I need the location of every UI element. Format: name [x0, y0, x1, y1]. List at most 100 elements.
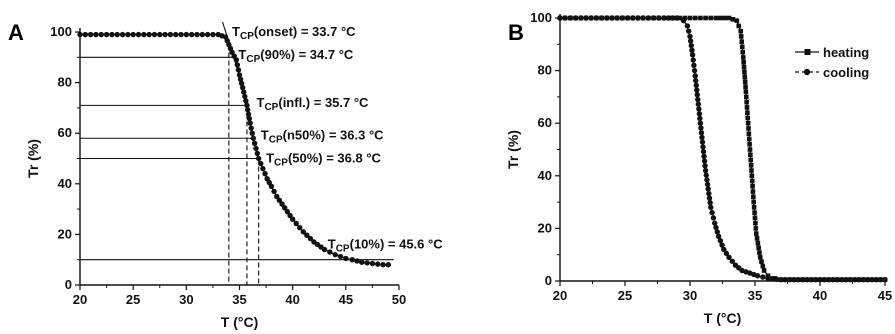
annotation-label: TCP(10%) = 45.6 °C [328, 237, 443, 255]
data-point [754, 236, 760, 241]
data-point [742, 74, 748, 80]
data-point [327, 249, 333, 255]
data-point [245, 107, 251, 113]
annotation-label: TCP(n50%) = 36.3 °C [261, 128, 384, 146]
x-tick-label: 25 [618, 288, 632, 303]
annotation-value: (n50%) = 36.3 °C [283, 128, 385, 143]
data-point [694, 87, 700, 93]
x-tick-label: 25 [126, 292, 140, 307]
legend-marker [803, 68, 811, 76]
data-point [385, 262, 392, 268]
annotation-label: TCP(infl.) = 35.7 °C [257, 95, 370, 113]
data-point [307, 235, 314, 242]
data-point [244, 102, 250, 109]
data-point [743, 89, 749, 94]
data-point [687, 33, 693, 40]
data-point [279, 201, 285, 207]
data-point [751, 199, 756, 205]
data-point [750, 189, 756, 194]
data-point [680, 17, 687, 24]
data-point [698, 125, 704, 131]
panel-label: B [508, 20, 524, 45]
data-point [713, 15, 719, 21]
data-point [749, 173, 755, 179]
data-point [746, 131, 752, 137]
data-point [199, 31, 205, 38]
data-point [239, 84, 246, 91]
annotation-value: (infl.) = 35.7 °C [278, 95, 369, 110]
data-point [204, 31, 211, 38]
data-point [760, 263, 766, 269]
data-point [661, 15, 667, 21]
data-point [593, 15, 600, 21]
data-point [688, 42, 694, 49]
data-point [287, 212, 293, 219]
data-point [739, 39, 745, 44]
data-point [743, 84, 748, 90]
data-point [864, 276, 871, 283]
y-tick-label: 20 [538, 220, 552, 235]
data-point [250, 135, 257, 141]
data-point [693, 82, 699, 89]
data-point [760, 274, 766, 280]
annotation-symbol: T [257, 95, 265, 110]
data-point [743, 94, 749, 100]
data-point [851, 276, 858, 283]
x-tick-label: 30 [683, 288, 697, 303]
y-tick-label: 60 [58, 125, 72, 140]
data-point [82, 31, 89, 38]
data-point [753, 220, 758, 226]
annotation-symbol: T [266, 151, 274, 166]
data-point [246, 115, 253, 122]
annotation-value: (50%) = 36.8 °C [288, 151, 382, 166]
data-point [750, 184, 755, 189]
x-axis-label: T (°C) [704, 310, 741, 326]
data-point [691, 67, 698, 74]
y-tick-label: 100 [530, 10, 552, 25]
data-point [640, 15, 646, 21]
data-point [709, 209, 715, 216]
data-point [757, 250, 762, 255]
data-point [717, 237, 724, 244]
data-point [624, 15, 631, 21]
data-point [747, 147, 753, 152]
data-point [650, 15, 657, 21]
data-point [738, 28, 743, 34]
annotation-label: TCP(90%) = 34.7 °C [238, 47, 353, 65]
data-point [745, 120, 751, 126]
data-point [167, 31, 174, 38]
data-point [834, 276, 841, 283]
data-point [682, 15, 688, 21]
data-point [697, 115, 703, 122]
data-point [744, 105, 750, 110]
y-axis-label: Tr (%) [25, 139, 41, 178]
onset-tangent-line [221, 21, 243, 83]
data-point [656, 15, 662, 21]
data-point [741, 60, 746, 65]
data-point [380, 262, 386, 268]
data-point [178, 31, 184, 38]
data-point [354, 258, 360, 264]
data-point [749, 178, 755, 184]
data-point [734, 18, 740, 23]
data-point [701, 158, 708, 164]
data-point [243, 98, 249, 104]
x-tick-label: 45 [878, 288, 892, 303]
y-tick-label: 100 [50, 24, 72, 39]
legend-label: cooling [823, 65, 869, 80]
data-point [691, 62, 697, 69]
x-tick-label: 40 [813, 288, 827, 303]
data-point [619, 15, 626, 21]
data-point [726, 15, 732, 21]
x-tick-label: 40 [285, 292, 299, 307]
data-point [645, 15, 652, 21]
data-point [300, 229, 306, 235]
data-point [825, 276, 832, 283]
data-point [188, 31, 195, 38]
y-tick-label: 40 [538, 168, 552, 183]
data-point [609, 15, 615, 21]
data-point [757, 255, 763, 260]
data-point [769, 276, 776, 282]
